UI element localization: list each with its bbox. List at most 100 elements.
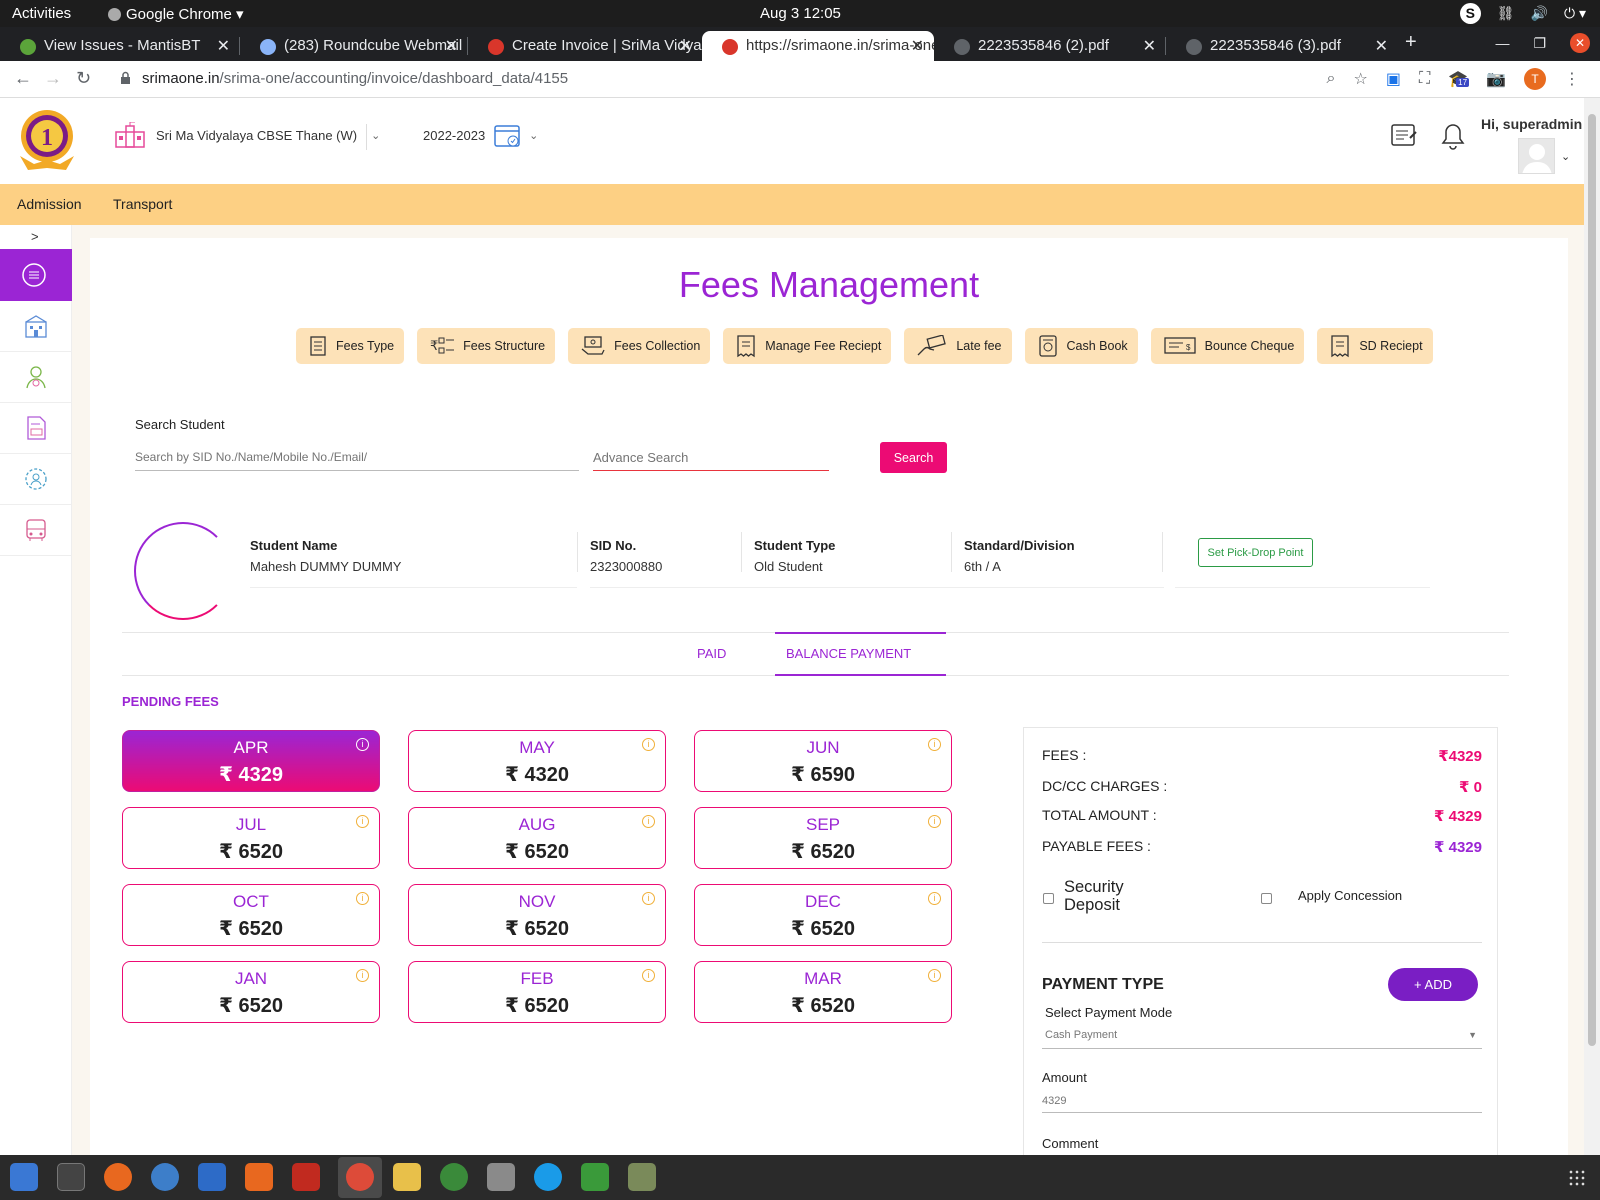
maximize-button[interactable]: ❐ [1533,34,1546,51]
extension-screenshot-icon[interactable]: ⛶ [1418,70,1431,87]
writer-icon[interactable] [198,1163,226,1191]
amount-input[interactable] [1042,1089,1482,1113]
forward-button[interactable]: → [44,68,62,88]
sidebar-item-settings[interactable] [0,454,72,505]
tab-close-icon[interactable]: ✕ [678,38,692,55]
minimize-button[interactable]: — [1495,35,1510,51]
info-icon[interactable]: i [356,815,369,828]
month-card-nov[interactable]: NOV ₹ 6520 i [408,884,666,946]
browser-menu-icon[interactable]: ⋮ [1564,71,1580,88]
skype-icon[interactable] [534,1163,562,1191]
new-tab-button[interactable]: + [1405,31,1417,53]
payment-mode-select[interactable]: Cash Payment ▼ [1042,1025,1482,1049]
tab-close-icon[interactable]: ✕ [444,38,458,55]
add-payment-button[interactable]: + ADD [1388,968,1478,1001]
fees-collection-button[interactable]: Fees Collection [568,328,711,364]
files-icon[interactable] [10,1163,38,1191]
info-icon[interactable]: i [928,738,941,751]
thunderbird-icon[interactable] [151,1163,179,1191]
activities-button[interactable]: Activities [12,5,72,22]
tab-balance-payment[interactable]: BALANCE PAYMENT [786,646,912,661]
month-card-oct[interactable]: OCT ₹ 6520 i [122,884,380,946]
sidebar-item-invoice[interactable] [0,403,72,454]
chevron-down-icon[interactable]: ⌄ [1561,151,1571,163]
sidebar-item-user[interactable] [0,352,72,403]
sidebar-item-school[interactable] [0,301,72,352]
profile-avatar-button[interactable]: T [1524,68,1546,90]
info-icon[interactable]: i [928,892,941,905]
month-card-aug[interactable]: AUG ₹ 6520 i [408,807,666,869]
url-field[interactable]: srimaone.in/srima-one/accounting/invoice… [142,70,568,87]
manage-fee-receipt-button[interactable]: Manage Fee Reciept [723,328,892,364]
info-icon[interactable]: i [928,815,941,828]
school-selector[interactable]: Sri Ma Vidyalaya CBSE Thane (W) ⌄ [114,122,380,148]
month-card-apr[interactable]: APR ₹ 4329 i [122,730,380,792]
system-tray[interactable]: S ⛓ 🔊 ⏻ ▾ [1459,3,1586,24]
month-card-jan[interactable]: JAN ₹ 6520 i [122,961,380,1023]
info-icon[interactable]: i [642,892,655,905]
browser-tab[interactable]: Create Invoice | SriMa Vidyalaya ✕ [468,31,702,61]
browser-tab[interactable]: 2223535846 (3).pdf ✕ [1166,31,1398,61]
set-pick-drop-button[interactable]: Set Pick-Drop Point [1198,538,1313,567]
info-icon[interactable]: i [356,969,369,982]
info-icon[interactable]: i [642,969,655,982]
extension-cap-icon[interactable]: 🎓17 [1448,69,1470,89]
power-icon[interactable]: ⏻ ▾ [1564,5,1586,21]
hs-app-icon[interactable] [440,1163,468,1191]
calculator-icon[interactable] [628,1163,656,1191]
month-card-mar[interactable]: MAR ₹ 6520 i [694,961,952,1023]
late-fee-button[interactable]: Late fee [904,328,1012,364]
volume-icon[interactable]: 🔊 [1530,5,1548,21]
zoom-icon[interactable]: ⌕ [1326,70,1336,87]
bounce-cheque-button[interactable]: $ Bounce Cheque [1150,328,1305,364]
clock[interactable]: Aug 3 12:05 [760,5,841,22]
bookmark-star-icon[interactable]: ☆ [1353,71,1368,88]
search-input[interactable] [135,444,579,471]
month-card-sep[interactable]: SEP ₹ 6520 i [694,807,952,869]
tab-close-icon[interactable]: ✕ [216,38,230,55]
month-card-may[interactable]: MAY ₹ 4320 i [408,730,666,792]
extension-screencast-icon[interactable]: ▣ [1385,71,1401,88]
gimp-icon[interactable] [393,1163,421,1191]
fees-type-button[interactable]: Fees Type [296,328,405,364]
chrome-taskbar-icon[interactable] [346,1163,374,1191]
info-icon[interactable]: i [356,892,369,905]
info-icon[interactable]: i [928,969,941,982]
month-card-jul[interactable]: JUL ₹ 6520 i [122,807,380,869]
app-grid-icon[interactable] [1568,1169,1586,1187]
reload-button[interactable]: ↻ [76,68,92,88]
advance-search-input[interactable] [593,444,829,471]
fees-structure-button[interactable]: ₹ Fees Structure [417,328,556,364]
app-menu[interactable]: Google Chrome ▾ [108,5,244,23]
sidebar-menu-button[interactable] [0,249,72,301]
terminal-icon[interactable] [57,1163,85,1191]
apply-concession-checkbox[interactable] [1261,893,1272,904]
filezilla-icon[interactable] [292,1163,320,1191]
search-button[interactable]: Search [880,442,947,473]
browser-tab[interactable]: View Issues - MantisBT ✕ [0,31,240,61]
tab-close-icon[interactable]: ✕ [910,38,924,55]
tab-paid[interactable]: PAID [697,646,727,661]
skype-tray-icon[interactable]: S [1459,3,1481,24]
browser-tab-active[interactable]: https://srimaone.in/srima-one ✕ [702,31,934,61]
academic-year-selector[interactable]: 2022-2023 ⌄ [423,122,538,148]
network-icon[interactable]: ⛓ [1496,5,1515,21]
sd-receipt-button[interactable]: SD Reciept [1317,328,1433,364]
avatar[interactable] [1518,138,1555,174]
browser-tab[interactable]: 2223535846 (2).pdf ✕ [934,31,1166,61]
tab-close-icon[interactable]: ✕ [1374,38,1388,55]
school-logo[interactable]: 1 [14,106,80,174]
software-center-icon[interactable] [245,1163,273,1191]
menu-item-transport[interactable]: Transport [113,196,173,212]
info-icon[interactable]: i [642,738,655,751]
bell-icon[interactable] [1440,122,1466,150]
calc-spreadsheet-icon[interactable] [581,1163,609,1191]
tab-close-icon[interactable]: ✕ [1142,38,1156,55]
firefox-icon[interactable] [104,1163,132,1191]
cash-book-button[interactable]: Cash Book [1024,328,1138,364]
info-icon[interactable]: i [642,815,655,828]
notes-icon[interactable] [1390,122,1418,148]
sidebar-item-transport[interactable] [0,505,72,556]
month-card-jun[interactable]: JUN ₹ 6590 i [694,730,952,792]
search-app-icon[interactable] [487,1163,515,1191]
